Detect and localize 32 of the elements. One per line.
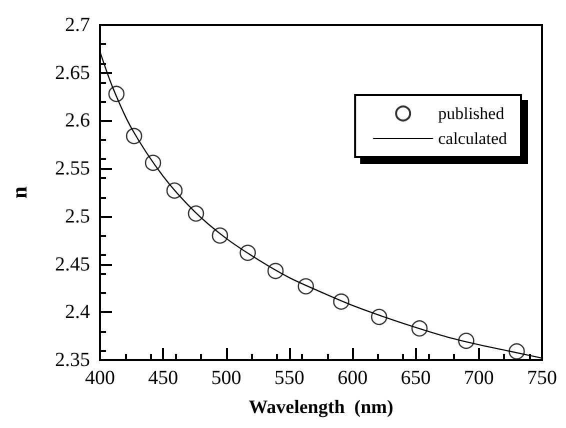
point bbox=[298, 278, 314, 294]
y-tick-label: 2.55 bbox=[55, 158, 90, 180]
point bbox=[458, 332, 474, 350]
x-tick-label: 750 bbox=[527, 367, 557, 389]
x-tick-label: 650 bbox=[400, 367, 431, 389]
y-tick-label: 2.7 bbox=[65, 14, 90, 36]
point bbox=[188, 205, 204, 222]
point bbox=[267, 262, 284, 280]
point bbox=[333, 293, 350, 310]
point bbox=[144, 154, 162, 171]
x-tick-label: 700 bbox=[464, 367, 494, 389]
point bbox=[508, 343, 525, 360]
point bbox=[370, 308, 388, 326]
point bbox=[240, 244, 256, 261]
x-tick-label: 450 bbox=[148, 367, 178, 389]
y-tick-label: 2.65 bbox=[55, 62, 90, 84]
y-tick-label: 2.5 bbox=[65, 205, 90, 228]
y-tick-label: 2.45 bbox=[55, 253, 90, 276]
x-tick-label: 500 bbox=[211, 367, 242, 389]
y-tick-label: 2.6 bbox=[65, 110, 90, 132]
x-axis-title: Wavelength (nm) bbox=[248, 397, 394, 418]
y-axis-title: n bbox=[6, 186, 32, 199]
legend-label: published bbox=[438, 104, 505, 123]
point bbox=[126, 128, 142, 144]
point bbox=[166, 182, 183, 199]
point bbox=[108, 86, 125, 102]
point bbox=[411, 320, 428, 337]
point bbox=[212, 227, 228, 244]
legend-label: calculated bbox=[438, 129, 508, 148]
x-tick-label: 550 bbox=[274, 367, 304, 389]
y-tick-label: 2.4 bbox=[65, 301, 90, 324]
x-tick-label: 600 bbox=[338, 367, 368, 389]
